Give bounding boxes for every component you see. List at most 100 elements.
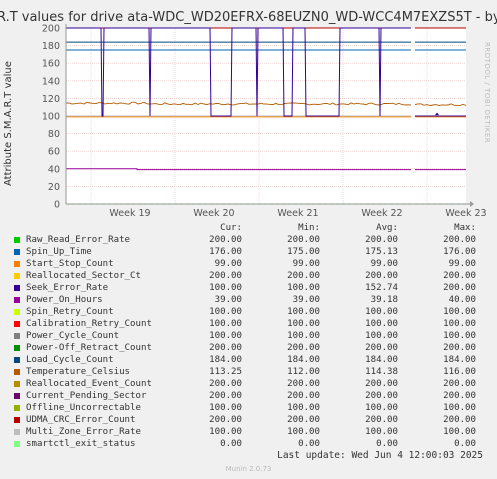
legend-swatch: [14, 309, 20, 315]
legend-min-value: 200.00: [287, 415, 320, 425]
legend-avg-value: 200.00: [365, 391, 398, 401]
legend-cur-value: 100.00: [209, 427, 242, 437]
legend-min-value: 99.00: [292, 259, 320, 269]
legend-cur-value: 100.00: [209, 319, 242, 329]
legend-avg-value: 200.00: [365, 271, 398, 281]
legend-avg-value: 100.00: [365, 427, 398, 437]
legend-label: Reallocated_Event_Count: [26, 379, 152, 389]
legend-cur-value: 200.00: [209, 235, 242, 245]
legend-avg-value: 175.13: [365, 247, 398, 257]
legend-avg-value: 100.00: [365, 331, 398, 341]
legend-cur-value: 100.00: [209, 331, 242, 341]
legend-max-value: 116.00: [443, 367, 476, 377]
legend-label: Load_Cycle_Count: [26, 355, 114, 365]
legend-avg-value: 39.18: [370, 295, 398, 305]
smart-values-chart: 0 20 40 60 80 100 120 140 160 180 200 Week 19 Week 2…: [42, 24, 487, 220]
legend-label: Power_Cycle_Count: [26, 331, 120, 341]
legend-swatch: [14, 417, 20, 423]
y-tick-label: 100: [42, 112, 60, 123]
legend-swatch: [14, 393, 20, 399]
legend-header-max: Max:: [454, 223, 476, 233]
legend-max-value: 0.00: [454, 439, 476, 449]
legend-max-value: 200.00: [443, 283, 476, 293]
legend-label: Power-Off_Retract_Count: [26, 343, 152, 353]
legend-max-value: 100.00: [443, 319, 476, 329]
legend-min-value: 184.00: [287, 355, 320, 365]
legend-min-value: 175.00: [287, 247, 320, 257]
legend-swatch: [14, 297, 20, 303]
legend-cur-value: 184.00: [209, 355, 242, 365]
legend-header-min: Min:: [298, 223, 320, 233]
legend-label: Seek_Error_Rate: [26, 283, 109, 293]
legend-swatch: [14, 381, 20, 387]
legend-max-value: 40.00: [448, 295, 476, 305]
legend-cur-value: 100.00: [209, 307, 242, 317]
legend-swatch: [14, 321, 20, 327]
legend-min-value: 39.00: [292, 295, 320, 305]
legend-max-value: 99.00: [448, 259, 476, 269]
x-axis-arrow: [470, 201, 474, 207]
legend-label: UDMA_CRC_Error_Count: [26, 415, 136, 425]
legend-avg-value: 184.00: [365, 355, 398, 365]
legend-swatch: [14, 441, 20, 447]
legend-swatch: [14, 333, 20, 339]
y-tick-label: 160: [42, 59, 60, 70]
y-tick-label: 180: [42, 41, 60, 52]
legend-min-value: 200.00: [287, 343, 320, 353]
legend-label: Calibration_Retry_Count: [26, 319, 152, 329]
legend-max-value: 200.00: [443, 379, 476, 389]
last-update: Last update: Wed Jun 4 12:00:03 2025: [277, 450, 483, 461]
legend-label: Reallocated_Sector_Ct: [26, 271, 141, 281]
y-tick-label: 40: [48, 164, 60, 175]
legend-cur-value: 200.00: [209, 379, 242, 389]
x-tick-label: Week 19: [109, 208, 150, 219]
legend-label: Power_On_Hours: [26, 295, 103, 305]
rrdtool-watermark: RRDTOOL / TOBI OETIKER: [483, 42, 491, 144]
legend-max-value: 100.00: [443, 307, 476, 317]
legend-min-value: 112.00: [287, 367, 320, 377]
x-tick-label: Week 20: [193, 208, 234, 219]
legend-avg-value: 114.38: [365, 367, 398, 377]
legend-avg-value: 99.00: [370, 259, 398, 269]
legend-label: Offline_Uncorrectable: [26, 403, 141, 413]
y-tick-label: 20: [48, 182, 60, 193]
legend-swatch: [14, 357, 20, 363]
series-line: [414, 103, 467, 107]
legend-label: Current_Pending_Sector: [26, 391, 147, 401]
legend-swatch: [14, 237, 20, 243]
legend-label: Spin_Retry_Count: [26, 307, 114, 317]
legend-cur-value: 200.00: [209, 391, 242, 401]
legend-max-value: 100.00: [443, 331, 476, 341]
legend-cur-value: 100.00: [209, 283, 242, 293]
legend-min-value: 100.00: [287, 283, 320, 293]
legend-max-value: 100.00: [443, 427, 476, 437]
legend-label: smartctl_exit_status: [26, 439, 136, 449]
y-tick-label: 200: [42, 24, 60, 35]
legend-avg-value: 200.00: [365, 235, 398, 245]
legend-swatch: [14, 405, 20, 411]
legend-avg-value: 200.00: [365, 343, 398, 353]
legend-max-value: 176.00: [443, 247, 476, 257]
munin-version: Munin 2.0.73: [225, 465, 272, 473]
y-tick-label: 0: [54, 200, 60, 211]
legend-cur-value: 200.00: [209, 271, 242, 281]
legend-cur-value: 176.00: [209, 247, 242, 257]
legend-swatch: [14, 261, 20, 267]
legend-label: Raw_Read_Error_Rate: [26, 235, 131, 245]
legend-min-value: 0.00: [298, 439, 320, 449]
legend-header-cur: Cur:: [220, 223, 242, 233]
x-tick-label: Week 22: [361, 208, 402, 219]
legend-min-value: 100.00: [287, 331, 320, 341]
series-marker: [435, 112, 439, 116]
legend-avg-value: 200.00: [365, 379, 398, 389]
legend-max-value: 200.00: [443, 415, 476, 425]
y-tick-label: 60: [48, 147, 60, 158]
legend-avg-value: 100.00: [365, 403, 398, 413]
legend-swatch: [14, 369, 20, 375]
chart-title: R.T values for drive ata-WDC_WD20EFRX-68…: [0, 10, 497, 25]
legend-cur-value: 0.00: [220, 439, 242, 449]
legend-min-value: 200.00: [287, 391, 320, 401]
legend-avg-value: 0.00: [376, 439, 398, 449]
legend-min-value: 200.00: [287, 235, 320, 245]
legend-max-value: 100.00: [443, 403, 476, 413]
